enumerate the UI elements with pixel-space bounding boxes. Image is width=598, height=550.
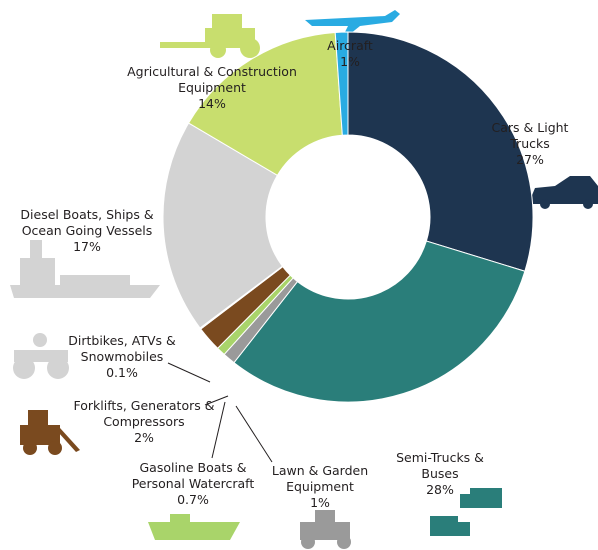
donut-slice <box>233 240 526 403</box>
value-label: 27% <box>516 152 544 167</box>
donut-slice <box>347 31 534 272</box>
value-label: 0.7% <box>177 492 209 507</box>
value-label: 0.1% <box>106 365 138 380</box>
donut-slice <box>162 122 284 329</box>
slice-label: Diesel Boats, Ships & Ocean Going Vessel… <box>12 207 162 255</box>
icon-car <box>530 176 598 209</box>
icon-mower <box>300 510 351 549</box>
slice-label: Semi-Trucks & Buses 28% <box>395 450 485 498</box>
category-name: Dirtbikes, ATVs & Snowmobiles <box>68 333 176 364</box>
leader-lines <box>167 362 273 463</box>
category-name: Semi-Trucks & Buses <box>396 450 484 481</box>
donut-slice <box>187 31 343 177</box>
icon-boat <box>148 514 240 540</box>
slice-label: Aircraft 1% <box>310 38 390 70</box>
category-name: Agricultural & Construction Equipment <box>127 64 297 95</box>
category-name: Gasoline Boats & Personal Watercraft <box>131 460 255 491</box>
icon-forklift <box>20 410 80 455</box>
icon-atv <box>13 333 69 379</box>
slice-label: Cars & Light Trucks 27% <box>480 120 580 168</box>
slice-label: Lawn & Garden Equipment 1% <box>270 463 370 511</box>
slice-label: Agricultural & Construction Equipment 14% <box>125 64 300 112</box>
category-name: Diesel Boats, Ships & Ocean Going Vessel… <box>20 207 154 238</box>
icon-tractor <box>160 14 260 58</box>
category-name: Aircraft <box>327 38 373 53</box>
slice-label: Dirtbikes, ATVs & Snowmobiles 0.1% <box>62 333 182 381</box>
value-label: 1% <box>310 495 330 510</box>
category-name: Forklifts, Generators & Compressors <box>73 398 215 429</box>
icon-ship <box>10 240 160 298</box>
value-label: 28% <box>426 482 454 497</box>
value-label: 1% <box>340 54 360 69</box>
icon-aircraft <box>305 10 400 34</box>
category-name: Lawn & Garden Equipment <box>271 463 369 494</box>
icon-trucks <box>430 488 502 536</box>
category-name: Cars & Light Trucks <box>491 120 569 151</box>
value-label: 14% <box>198 96 226 111</box>
value-label: 2% <box>134 430 154 445</box>
slice-label: Gasoline Boats & Personal Watercraft 0.7% <box>113 460 273 508</box>
donut-slice <box>334 31 349 136</box>
slice-label: Forklifts, Generators & Compressors 2% <box>69 398 219 446</box>
value-label: 17% <box>73 239 101 254</box>
